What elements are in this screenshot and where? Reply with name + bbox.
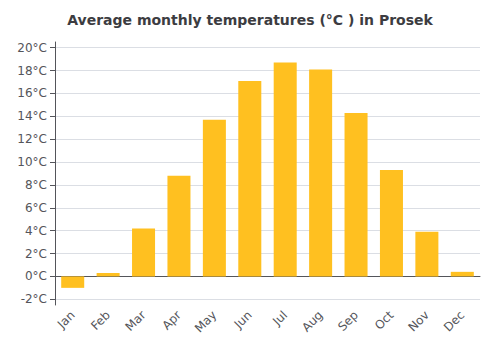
svg-text:10°C: 10°C bbox=[17, 155, 47, 169]
svg-text:Sep: Sep bbox=[335, 308, 361, 334]
svg-text:0°C: 0°C bbox=[25, 269, 47, 283]
svg-text:Average monthly temperatures (: Average monthly temperatures (°C ) in Pr… bbox=[67, 12, 433, 28]
svg-text:6°C: 6°C bbox=[25, 201, 47, 215]
svg-text:12°C: 12°C bbox=[17, 132, 47, 146]
svg-text:2°C: 2°C bbox=[25, 247, 47, 261]
svg-text:Aug: Aug bbox=[299, 308, 325, 334]
svg-text:Jan: Jan bbox=[54, 308, 78, 332]
svg-text:20°C: 20°C bbox=[17, 41, 47, 55]
svg-text:Mar: Mar bbox=[123, 308, 149, 334]
svg-text:4°C: 4°C bbox=[25, 224, 47, 238]
svg-text:16°C: 16°C bbox=[17, 86, 47, 100]
svg-text:Dec: Dec bbox=[441, 308, 467, 334]
svg-text:18°C: 18°C bbox=[17, 64, 47, 78]
svg-text:Apr: Apr bbox=[159, 308, 184, 333]
svg-text:-2°C: -2°C bbox=[21, 292, 47, 306]
svg-text:Oct: Oct bbox=[372, 308, 397, 333]
svg-text:Feb: Feb bbox=[88, 308, 113, 333]
svg-text:Nov: Nov bbox=[405, 308, 431, 334]
svg-text:8°C: 8°C bbox=[25, 178, 47, 192]
svg-text:May: May bbox=[192, 308, 219, 335]
svg-text:14°C: 14°C bbox=[17, 109, 47, 123]
svg-text:Jul: Jul bbox=[269, 308, 290, 329]
svg-text:Jun: Jun bbox=[231, 308, 255, 332]
